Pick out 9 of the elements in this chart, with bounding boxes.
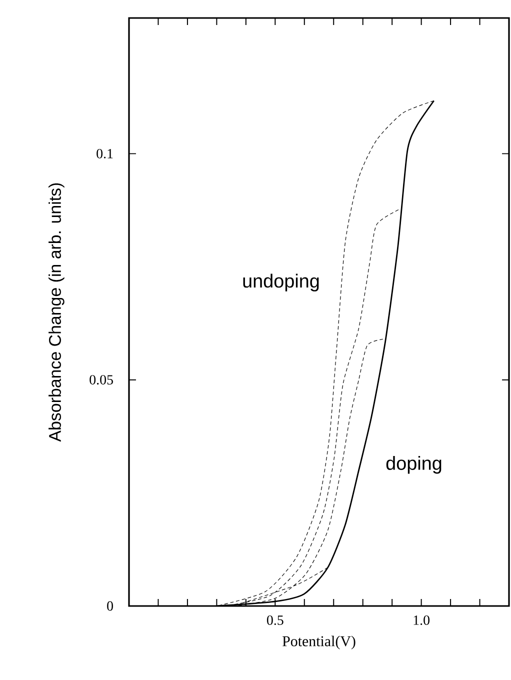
y-axis-title: Absorbance Change (in arb. units): [48, 183, 64, 442]
annotation: doping: [386, 456, 442, 474]
y-tick-label: 0.05: [90, 375, 113, 385]
x-axis-title: Potential(V): [282, 636, 356, 650]
y-tick-label: 0: [107, 601, 113, 611]
y-tick-label: 0.1: [96, 148, 113, 158]
annotation: undoping: [243, 274, 319, 292]
x-tick-label: 0.5: [266, 615, 284, 625]
x-tick-label: 1.0: [414, 615, 430, 625]
